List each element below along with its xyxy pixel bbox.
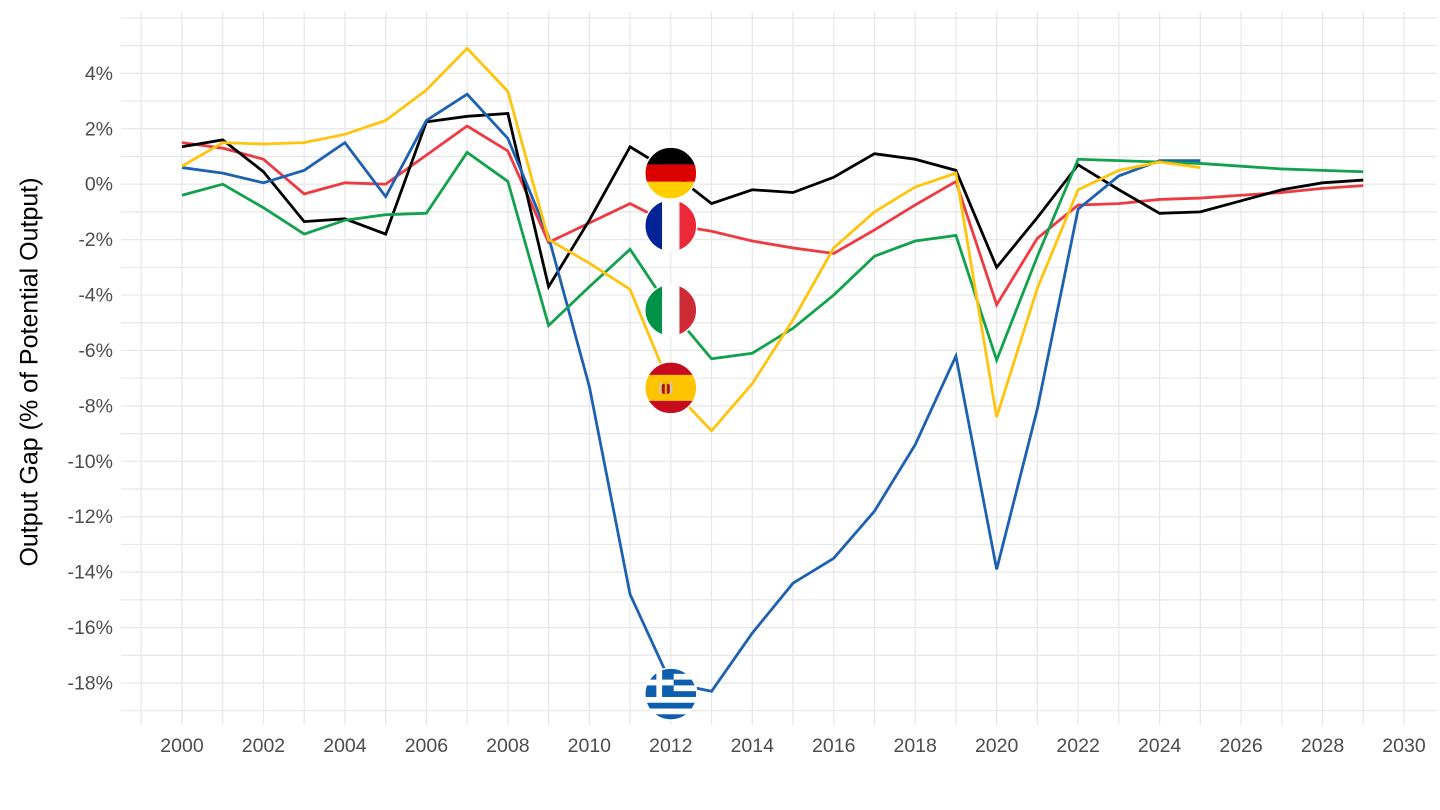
flag-rim-it (644, 283, 698, 338)
de-band-1 (644, 164, 697, 182)
flag-rim-gr (644, 667, 698, 721)
gr-cross-h (644, 679, 674, 686)
x-tick-label-2008: 2008 (486, 735, 529, 757)
de-band-0 (644, 147, 697, 165)
gr-stripe-6 (644, 702, 697, 709)
y-tick-label--16: -16% (67, 617, 113, 639)
y-tick-label--12: -12% (67, 506, 113, 528)
fr-band-1 (662, 199, 680, 252)
y-tick-label--10: -10% (67, 451, 113, 473)
y-tick-label--8: -8% (78, 395, 113, 417)
x-tick-label-2000: 2000 (160, 735, 204, 757)
it-band-1 (662, 284, 680, 337)
y-tick-label--14: -14% (67, 562, 113, 584)
y-tick-label--4: -4% (78, 285, 113, 307)
x-tick-label-2002: 2002 (242, 735, 285, 757)
flag-italy-icon (644, 284, 697, 337)
x-tick-label-2010: 2010 (568, 735, 612, 757)
x-tick-label-2028: 2028 (1301, 735, 1344, 757)
x-tick-label-2004: 2004 (323, 735, 367, 757)
it-band-0 (644, 284, 663, 337)
series-line-germany (181, 112, 1364, 291)
de-band-2 (644, 181, 697, 200)
series-line-france (181, 124, 1364, 309)
gr-stripe-7 (644, 708, 697, 715)
x-tick-label-2006: 2006 (405, 735, 448, 757)
flag-spain-icon (644, 361, 697, 414)
x-tick-label-2014: 2014 (731, 735, 775, 757)
it-band-2 (679, 284, 697, 337)
x-tick-label-2030: 2030 (1382, 735, 1426, 757)
y-axis-title: Output Gap (% of Potential Output) (15, 177, 44, 567)
es-crest-crown (662, 380, 669, 384)
x-tick-label-2012: 2012 (649, 735, 692, 757)
y-tick-label--2: -2% (78, 229, 113, 251)
es-crest-pillar-left (659, 381, 662, 394)
x-tick-label-2016: 2016 (812, 735, 855, 757)
y-tick-label-4: 4% (85, 63, 113, 85)
series-line-spain (181, 46, 1201, 433)
es-crest-pillar-right (670, 381, 673, 394)
gr-stripe-8 (644, 714, 697, 721)
es-crest-stripe (664, 383, 667, 394)
flag-rim-es (644, 361, 698, 415)
x-tick-label-2020: 2020 (975, 735, 1019, 757)
fr-band-2 (679, 199, 697, 252)
x-tick-label-2022: 2022 (1056, 735, 1099, 757)
y-tick-label--18: -18% (67, 672, 113, 694)
x-tick-label-2026: 2026 (1219, 735, 1262, 757)
gr-stripe-5 (644, 696, 697, 704)
fr-band-0 (644, 199, 663, 252)
flag-france-icon (644, 199, 697, 252)
y-tick-label-2: 2% (85, 118, 113, 140)
x-tick-label-2018: 2018 (893, 735, 936, 757)
y-tick-label-0: 0% (85, 174, 113, 196)
y-tick-label--6: -6% (78, 340, 113, 362)
x-tick-label-2024: 2024 (1138, 735, 1182, 757)
flag-rim-de (644, 146, 698, 200)
flag-germany-icon (644, 147, 697, 200)
